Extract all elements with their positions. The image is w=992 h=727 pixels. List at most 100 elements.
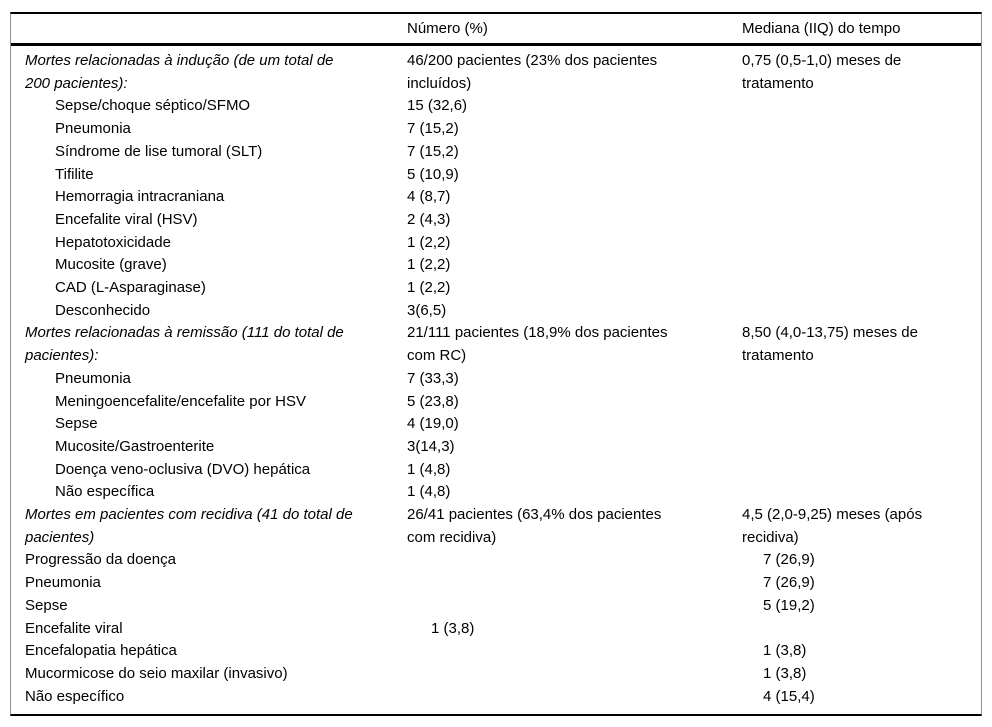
numero-cell — [407, 549, 742, 572]
row-label-cell: Mucosite (grave) — [55, 256, 167, 274]
table-row: Tifilite 5 (10,9) — [11, 164, 981, 187]
mediana-cell — [742, 118, 981, 141]
row-label-cell: Encefalopatia hepática — [25, 642, 177, 660]
numero-cell: 1 (4,8) — [407, 483, 451, 501]
mediana-cell — [742, 481, 981, 504]
row-label-cell: Mortes em pacientes com recidiva (41 do … — [25, 506, 353, 546]
row-label-cell: Hemorragia intracraniana — [55, 188, 225, 206]
numero-cell: 4 (19,0) — [407, 415, 459, 433]
row-label-cell: Encefalite viral (HSV) — [55, 210, 198, 228]
table-row: Progressão da doença 7 (26,9) — [11, 549, 981, 572]
row-label-cell: Síndrome de lise tumoral (SLT) — [55, 142, 263, 160]
table-row: Mortes relacionadas à remissão (111 do t… — [11, 322, 981, 367]
row-label-cell: Hepatotoxicidade — [55, 233, 171, 251]
row-label-cell: Mucosite/Gastroenterite — [55, 437, 215, 455]
numero-cell: 3(6,5) — [407, 301, 447, 319]
mediana-cell — [742, 277, 981, 300]
table-row: Sepse 5 (19,2) — [11, 595, 981, 618]
numero-cell: 7 (15,2) — [407, 120, 459, 138]
mediana-cell — [742, 618, 981, 641]
table-row: Síndrome de lise tumoral (SLT) 7 (15,2) — [11, 141, 981, 164]
table-row: Mortes relacionadas à indução (de um tot… — [11, 50, 981, 95]
mediana-cell — [742, 368, 981, 391]
table-row: Hepatotoxicidade 1 (2,2) — [11, 232, 981, 255]
numero-cell: 7 (33,3) — [407, 369, 459, 387]
mediana-cell — [742, 209, 981, 232]
table-row: Mortes em pacientes com recidiva (41 do … — [11, 504, 981, 549]
table-row: Mucosite (grave) 1 (2,2) — [11, 254, 981, 277]
numero-cell — [407, 595, 742, 618]
table-row: Meningoencefalite/encefalite por HSV 5 (2… — [11, 391, 981, 414]
table-row: Mucosite/Gastroenterite 3(14,3) — [11, 436, 981, 459]
row-label-cell: Sepse/choque séptico/SFMO — [55, 97, 251, 115]
row-label-cell: Desconhecido — [55, 301, 151, 319]
numero-cell: 46/200 pacientes (23% dos pacientes incl… — [407, 52, 658, 92]
mediana-cell: 7 (26,9) — [763, 551, 815, 569]
table-row: Desconhecido 3(6,5) — [11, 300, 981, 323]
row-label-cell: Mucormicose do seio maxilar (invasivo) — [25, 664, 288, 682]
row-label-cell: Pneumonia — [55, 369, 131, 387]
row-label-cell: Pneumonia — [25, 574, 101, 592]
mediana-cell: 5 (19,2) — [763, 596, 815, 614]
table-row: Sepse/choque séptico/SFMO 15 (32,6) — [11, 95, 981, 118]
table-row: Hemorragia intracraniana 4 (8,7) — [11, 186, 981, 209]
numero-cell — [407, 640, 742, 663]
numero-cell: 15 (32,6) — [407, 97, 468, 115]
row-label-cell: Pneumonia — [55, 120, 131, 138]
numero-cell: 1 (2,2) — [407, 256, 451, 274]
mediana-cell — [742, 436, 981, 459]
table-row: CAD (L-Asparaginase) 1 (2,2) — [11, 277, 981, 300]
mediana-cell — [742, 300, 981, 323]
table-row: Pneumonia 7 (26,9) — [11, 572, 981, 595]
table-row: Não específico 4 (15,4) — [11, 686, 981, 709]
row-label-cell: Não específica — [55, 483, 155, 501]
numero-cell: 7 (15,2) — [407, 142, 459, 160]
row-label-cell: Tifilite — [55, 165, 94, 183]
mediana-cell: 4,5 (2,0-9,25) meses (após recidiva) — [742, 506, 923, 546]
row-label-cell: Não específico — [25, 687, 125, 705]
table-row: Pneumonia 7 (15,2) — [11, 118, 981, 141]
numero-cell: 5 (23,8) — [407, 392, 459, 410]
table-row: Mucormicose do seio maxilar (invasivo) 1 … — [11, 663, 981, 686]
numero-cell: 3(14,3) — [407, 437, 455, 455]
mediana-cell: 1 (3,8) — [763, 664, 807, 682]
table-row: Encefalopatia hepática 1 (3,8) — [11, 640, 981, 663]
mediana-cell — [742, 232, 981, 255]
numero-cell: 1 (2,2) — [407, 279, 451, 297]
numero-cell: 1 (3,8) — [431, 619, 475, 637]
row-label-cell: Sepse — [25, 596, 68, 614]
numero-cell: 2 (4,3) — [407, 210, 451, 228]
mediana-cell — [742, 413, 981, 436]
row-label-cell: Progressão da doença — [25, 551, 176, 569]
table-body: Mortes relacionadas à indução (de um tot… — [11, 46, 981, 714]
table-row: Doença veno-oclusiva (DVO) hepática 1 (4,… — [11, 459, 981, 482]
row-label-cell: CAD (L-Asparaginase) — [55, 279, 206, 297]
mediana-cell — [742, 254, 981, 277]
row-label-cell: Sepse — [55, 415, 98, 433]
row-label-cell: Encefalite viral — [25, 619, 123, 637]
table-row: Não específica 1 (4,8) — [11, 481, 981, 504]
row-label-cell: Doença veno-oclusiva (DVO) hepática — [55, 460, 311, 478]
table-header: Número (%) Mediana (IIQ) do tempo — [11, 14, 981, 46]
mediana-cell: 0,75 (0,5-1,0) meses de tratamento — [742, 52, 902, 92]
mediana-cell — [742, 391, 981, 414]
mediana-cell: 1 (3,8) — [763, 642, 807, 660]
mediana-cell — [742, 141, 981, 164]
numero-cell: 21/111 pacientes (18,9% dos pacientes co… — [407, 324, 668, 365]
numero-cell: 1 (4,8) — [407, 460, 451, 478]
row-label-cell: Mortes relacionadas à remissão (111 do t… — [25, 324, 344, 365]
numero-cell: 4 (8,7) — [407, 188, 451, 206]
row-label-cell: Meningoencefalite/encefalite por HSV — [55, 392, 306, 410]
table-row: Sepse 4 (19,0) — [11, 413, 981, 436]
numero-cell — [407, 663, 742, 686]
table-row: Pneumonia 7 (33,3) — [11, 368, 981, 391]
mediana-cell — [742, 164, 981, 187]
deaths-table: Número (%) Mediana (IIQ) do tempo Mortes… — [10, 12, 982, 717]
row-label-cell: Mortes relacionadas à indução (de um tot… — [25, 52, 334, 92]
mediana-cell — [742, 459, 981, 482]
mediana-cell: 7 (26,9) — [763, 574, 815, 592]
numero-cell: 26/41 pacientes (63,4% dos pacientes com… — [407, 506, 662, 546]
table-row: Encefalite viral 1 (3,8) — [11, 618, 981, 641]
mediana-cell — [742, 95, 981, 118]
table-row: Encefalite viral (HSV) 2 (4,3) — [11, 209, 981, 232]
